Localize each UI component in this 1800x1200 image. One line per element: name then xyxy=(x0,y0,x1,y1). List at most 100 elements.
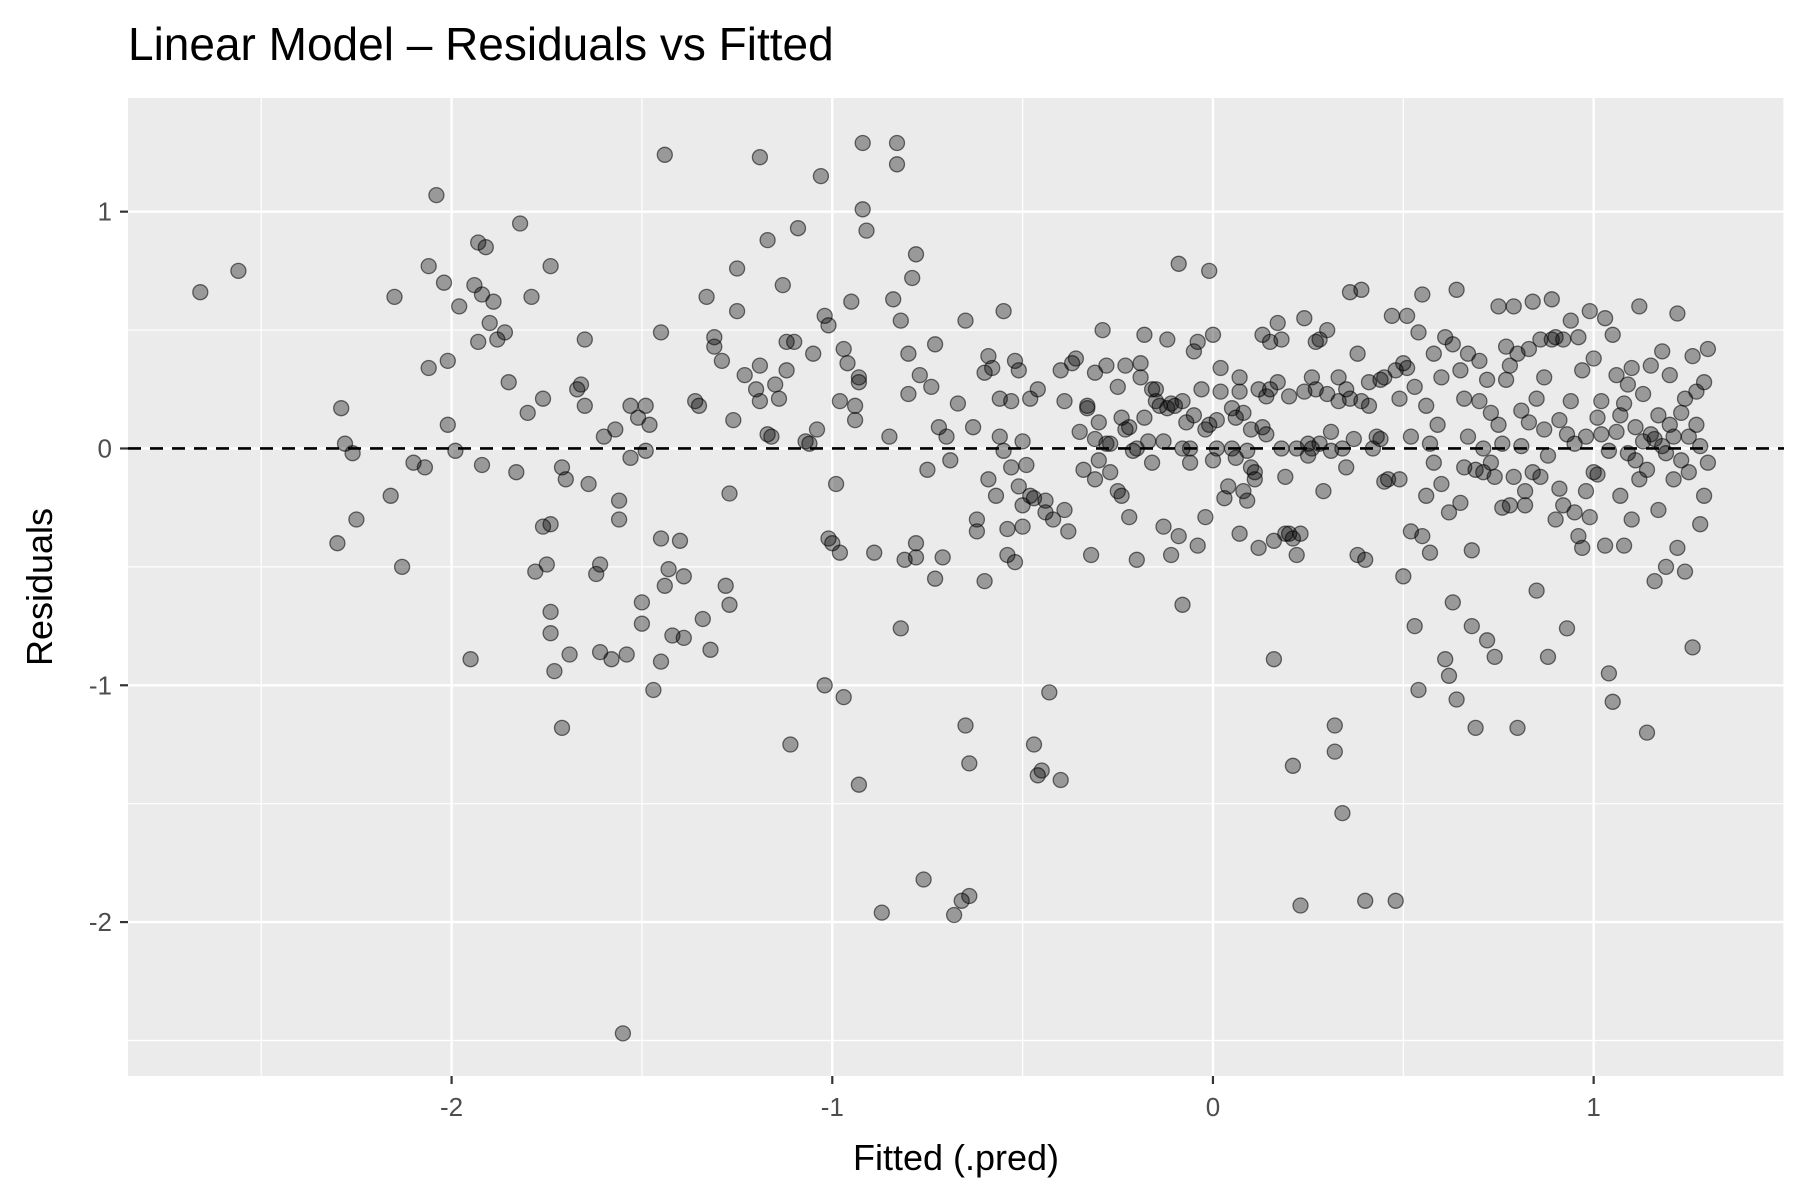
data-point-164 xyxy=(949,395,967,412)
data-point-301 xyxy=(1258,426,1275,443)
data-point-136 xyxy=(854,201,871,218)
data-point-187 xyxy=(1006,553,1024,571)
data-point-405 xyxy=(1471,392,1488,410)
data-point-473 xyxy=(1600,665,1618,682)
data-point-103 xyxy=(759,231,776,249)
data-point-16 xyxy=(439,352,456,370)
data-point-114 xyxy=(801,435,818,452)
data-point-407 xyxy=(1475,440,1492,457)
data-point-200 xyxy=(1029,381,1046,398)
data-point-378 xyxy=(1418,487,1435,504)
data-point-462 xyxy=(1577,482,1595,500)
data-point-8 xyxy=(386,288,403,306)
data-point-161 xyxy=(938,428,955,445)
data-point-433 xyxy=(1524,293,1541,310)
data-point-74 xyxy=(652,530,670,547)
data-point-471 xyxy=(1596,537,1614,554)
x-tick-label: -1 xyxy=(821,1092,844,1122)
data-point-250 xyxy=(1155,433,1172,450)
data-point-2 xyxy=(329,535,346,552)
data-point-430 xyxy=(1516,482,1534,500)
data-point-275 xyxy=(1208,411,1225,429)
data-point-338 xyxy=(1330,369,1347,386)
data-point-233 xyxy=(1117,357,1134,374)
data-point-124 xyxy=(831,392,849,410)
data-point-317 xyxy=(1288,546,1305,564)
data-point-82 xyxy=(675,629,692,647)
data-point-448 xyxy=(1551,480,1568,497)
data-point-62 xyxy=(614,1025,632,1042)
data-point-290 xyxy=(1239,442,1256,459)
data-point-526 xyxy=(1699,454,1717,471)
data-point-67 xyxy=(633,615,651,632)
data-point-519 xyxy=(1688,416,1705,433)
data-point-110 xyxy=(782,736,799,753)
data-point-0 xyxy=(192,284,209,301)
data-point-404 xyxy=(1467,719,1484,737)
data-point-175 xyxy=(980,347,997,365)
data-point-351 xyxy=(1357,551,1374,568)
data-point-97 xyxy=(736,366,753,384)
data-point-31 xyxy=(500,374,517,391)
data-point-18 xyxy=(447,442,464,459)
data-point-96 xyxy=(728,302,746,320)
data-point-390 xyxy=(1440,667,1458,684)
data-point-44 xyxy=(546,662,563,680)
data-point-478 xyxy=(1608,423,1625,441)
data-point-246 xyxy=(1147,381,1165,398)
data-point-186 xyxy=(1003,459,1020,476)
data-point-23 xyxy=(470,333,487,351)
data-point-92 xyxy=(721,596,738,613)
data-point-39 xyxy=(538,556,555,573)
data-point-485 xyxy=(1623,511,1640,528)
data-point-402 xyxy=(1463,617,1480,635)
data-point-467 xyxy=(1589,409,1606,426)
data-point-77 xyxy=(656,577,673,594)
data-point-488 xyxy=(1627,452,1644,469)
data-point-177 xyxy=(984,359,1001,377)
data-point-466 xyxy=(1585,350,1602,367)
data-point-314 xyxy=(1284,757,1302,774)
data-point-313 xyxy=(1280,388,1298,405)
data-point-321 xyxy=(1296,310,1313,327)
data-point-388 xyxy=(1437,651,1454,668)
data-point-150 xyxy=(907,246,925,263)
data-point-510 xyxy=(1669,539,1686,557)
data-point-482 xyxy=(1615,537,1633,554)
data-point-183 xyxy=(999,520,1016,538)
data-point-242 xyxy=(1136,326,1153,343)
data-point-194 xyxy=(1018,456,1035,474)
data-point-276 xyxy=(1208,440,1225,457)
data-point-454 xyxy=(1562,312,1579,329)
data-point-428 xyxy=(1513,437,1530,455)
data-point-126 xyxy=(835,688,852,706)
data-point-432 xyxy=(1520,414,1538,431)
data-point-451 xyxy=(1558,620,1576,637)
data-point-422 xyxy=(1501,357,1519,374)
data-point-443 xyxy=(1543,291,1560,308)
data-point-494 xyxy=(1638,724,1656,741)
data-point-216 xyxy=(1079,397,1096,414)
data-point-157 xyxy=(926,336,944,353)
data-point-25 xyxy=(473,286,491,303)
data-point-129 xyxy=(843,293,860,310)
data-point-487 xyxy=(1627,419,1644,436)
data-point-267 xyxy=(1189,537,1206,554)
data-point-263 xyxy=(1181,454,1199,471)
data-point-500 xyxy=(1650,407,1667,424)
data-point-40 xyxy=(542,516,559,533)
data-point-470 xyxy=(1593,426,1610,443)
data-point-270 xyxy=(1197,508,1214,526)
data-point-141 xyxy=(885,291,902,308)
data-point-396 xyxy=(1452,494,1469,512)
data-point-415 xyxy=(1490,298,1507,315)
data-point-15 xyxy=(435,274,453,291)
data-point-459 xyxy=(1574,539,1591,557)
data-point-489 xyxy=(1631,298,1648,315)
data-point-12 xyxy=(420,359,437,377)
data-point-360 xyxy=(1379,471,1397,488)
data-point-88 xyxy=(706,338,723,355)
y-tick-label: 1 xyxy=(98,197,112,227)
data-point-481 xyxy=(1615,395,1633,412)
data-point-386 xyxy=(1433,369,1450,386)
